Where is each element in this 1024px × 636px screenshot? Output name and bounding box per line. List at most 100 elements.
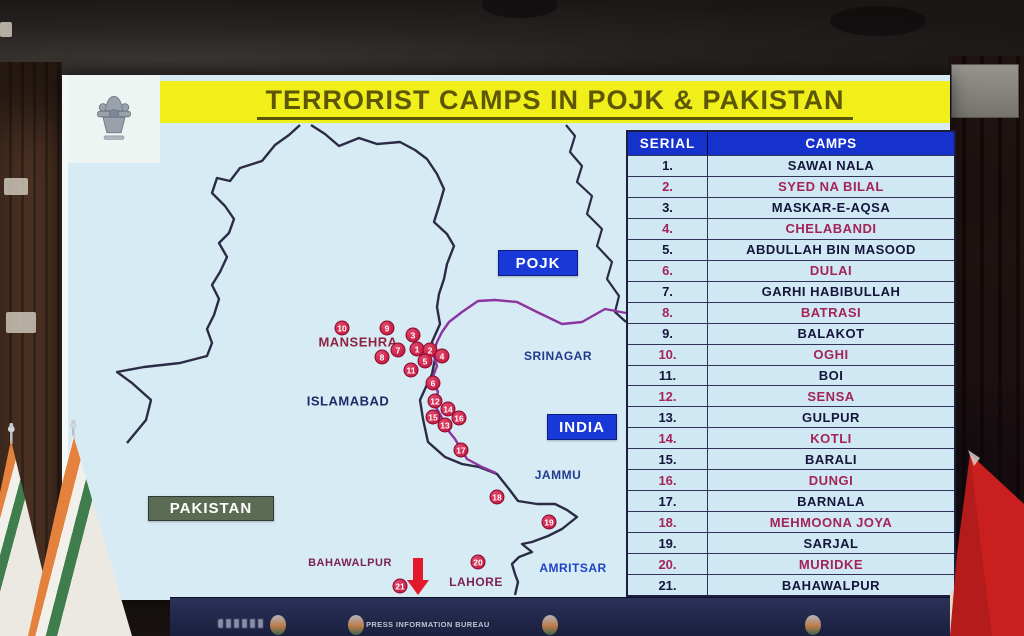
table-row-8: 8. BATRASI [628,301,954,323]
camp-marker-9: 9 [379,320,395,336]
camp-cell: BARNALA [797,493,865,509]
camp-marker-19: 19 [541,514,557,530]
ceiling [0,0,1024,80]
camp-marker-6: 6 [425,375,441,391]
camp-cell: BARALI [804,451,858,467]
table-flag-right [950,436,1024,636]
table-row-16: 16. DUNGI [628,469,954,491]
camp-marker-17: 17 [453,442,469,458]
flag-pole [72,426,75,438]
camp-cell: BOI [818,368,844,383]
city-label-srinagar: SRINAGAR [523,349,593,363]
camp-cell: KOTLI [810,430,852,446]
table-flags-left [0,419,150,636]
serial-cell: 12. [628,386,708,407]
table-row-19: 19. SARJAL [628,532,954,554]
camp-cell: SENSA [807,388,855,404]
camp-marker-4: 4 [434,348,450,364]
camps-table-body: 1. SAWAI NALA 2. SYED NA BILAL 3. MASKAR-E-AQ… [628,155,954,596]
camps-table-header: SERIAL CAMPS [628,132,954,155]
camp-cell: CHELABANDI [785,221,877,237]
flag-cloth-services [28,434,132,636]
camp-marker-14: 14 [440,401,456,417]
pib-logo-badge [542,615,558,635]
camp-cell: SAWAI NALA [787,158,875,174]
serial-cell: 20. [628,554,708,575]
west-border-line [115,124,301,444]
camp-marker-3: 3 [405,327,421,343]
serial-cell: 9. [628,323,708,344]
serial-cell: 10. [628,344,708,365]
region-label-pojk: POJK [498,250,578,276]
serial-cell: 4. [628,218,708,239]
camp-cell: BAHAWALPUR [781,577,881,593]
presentation-screen: TERRORIST CAMPS IN POJK & PAKISTAN POJK I… [62,75,956,600]
ceiling-vent [830,6,926,36]
camp-cell: BALAKOT [797,326,865,342]
title-banner: TERRORIST CAMPS IN POJK & PAKISTAN [160,81,950,123]
camp-marker-7: 7 [390,342,406,358]
flag-pole [10,430,13,444]
table-row-1: 1. SAWAI NALA [628,155,954,176]
wall-vent [6,312,36,333]
ceiling-vent [482,0,558,18]
table-row-4: 4. CHELABANDI [628,217,954,239]
table-row-5: 5. ABDULLAH BIN MASOOD [628,238,954,260]
wall-vent [0,22,12,37]
table-row-20: 20. MURIDKE [628,553,954,575]
serial-cell: 2. [628,176,708,197]
region-label-pakistan: PAKISTAN [148,496,274,521]
camp-marker-12: 12 [427,393,443,409]
serial-cell: 1. [628,156,708,176]
camp-cell: ABDULLAH BIN MASOOD [746,242,916,258]
camp-cell: GULPUR [802,409,860,425]
red-down-arrow-icon [407,558,429,595]
camp-cell: BATRASI [800,305,862,321]
serial-cell: 5. [628,239,708,260]
northeast-border-line [565,124,627,323]
city-label-bahawalpur: BAHAWALPUR [308,557,392,569]
flag-finial-icon [69,421,77,429]
city-label-mansehra: MANSEHRA [318,334,398,350]
table-row-9: 9. BALAKOT [628,322,954,344]
flags-left-graphic [0,419,132,636]
table-row-3: 3. MASKAR-E-AQSA [628,196,954,218]
flag-right-graphic [950,450,1024,636]
serial-cell: 19. [628,533,708,554]
pib-backdrop-board: PRESS INFORMATION BUREAU [170,597,968,636]
camp-marker-10: 10 [334,320,350,336]
city-label-jammu: JAMMU [534,468,582,482]
serial-cell: 6. [628,260,708,281]
camp-marker-8: 8 [374,349,390,365]
region-label-india: INDIA [547,414,617,440]
table-row-6: 6. DULAI [628,259,954,281]
pib-logo-badge [805,615,821,635]
camp-marker-5: 5 [417,353,433,369]
camp-cell: SARJAL [803,535,859,551]
camp-cell: MEHMOONA JOYA [769,514,893,530]
camp-marker-18: 18 [489,489,505,505]
city-label-amritsar: AMRITSAR [539,561,607,575]
wall-junction-box [951,64,1019,118]
slide-title: TERRORIST CAMPS IN POJK & PAKISTAN [257,85,853,120]
emblem-block [68,75,160,163]
table-row-10: 10. OGHI [628,343,954,365]
table-row-17: 17. BARNALA [628,490,954,512]
pib-logo-badge [348,615,364,635]
city-label-islamabad: ISLAMABAD [306,393,390,409]
serial-cell: 14. [628,428,708,449]
blurred-caption [218,619,264,628]
serial-cell: 8. [628,302,708,323]
header-serial: SERIAL [628,132,708,155]
serial-cell: 13. [628,407,708,428]
wall-vent [4,178,28,195]
pib-board-text: PRESS INFORMATION BUREAU [366,620,490,629]
table-row-14: 14. KOTLI [628,427,954,449]
camp-cell: MURIDKE [798,556,864,572]
serial-cell: 18. [628,512,708,533]
camp-marker-11: 11 [403,362,419,378]
india-state-emblem-icon [97,95,131,140]
serial-cell: 3. [628,197,708,218]
serial-cell: 17. [628,491,708,512]
camp-cell: DULAI [809,263,853,279]
